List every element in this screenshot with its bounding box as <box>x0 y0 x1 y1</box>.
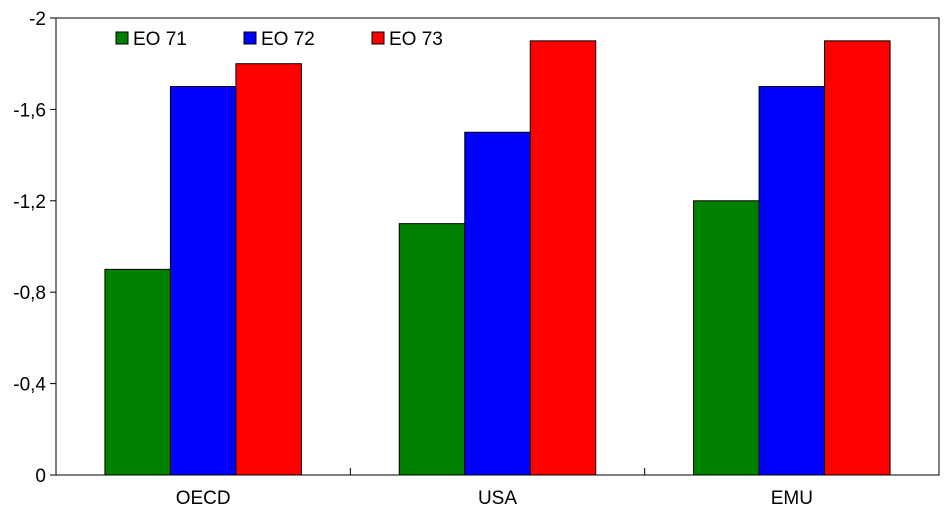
bar-eo-72-oecd <box>169 86 237 476</box>
y-tick-label: -2 <box>29 9 46 30</box>
y-tick-label: -0,4 <box>13 375 46 396</box>
legend-label-eo-72: EO 72 <box>261 29 315 50</box>
legend-swatch-eo-73 <box>371 31 385 45</box>
legend-swatch-eo-71 <box>115 31 129 45</box>
bar-eo-73-usa <box>529 40 597 476</box>
legend: EO 71 EO 72 EO 73 <box>115 29 443 50</box>
bar-eo-73-emu <box>824 40 891 476</box>
y-tick-label: -1,6 <box>13 100 46 121</box>
bar-eo-72-emu <box>758 86 826 476</box>
legend-swatch-eo-72 <box>243 31 257 45</box>
x-tick-label: OECD <box>176 488 231 509</box>
x-tick-label: EMU <box>771 488 813 509</box>
bar-eo-73-oecd <box>235 63 302 476</box>
y-tick-label: 0 <box>35 466 46 487</box>
axes-group: 0 -0,4 -0,8 -1,2 -1,6 -2 OECD USA EMU <box>13 9 813 509</box>
y-tick-label: -0,8 <box>13 283 46 304</box>
legend-label-eo-73: EO 73 <box>389 29 443 50</box>
bar-eo-71-usa <box>398 223 466 476</box>
bar-eo-71-oecd <box>104 268 171 476</box>
x-tick-label: USA <box>478 488 517 509</box>
bar-eo-71-emu <box>693 200 760 476</box>
bars-group <box>104 40 891 476</box>
y-tick-label: -1,2 <box>13 192 46 213</box>
bar-eo-72-usa <box>464 131 531 476</box>
legend-label-eo-71: EO 71 <box>133 29 187 50</box>
